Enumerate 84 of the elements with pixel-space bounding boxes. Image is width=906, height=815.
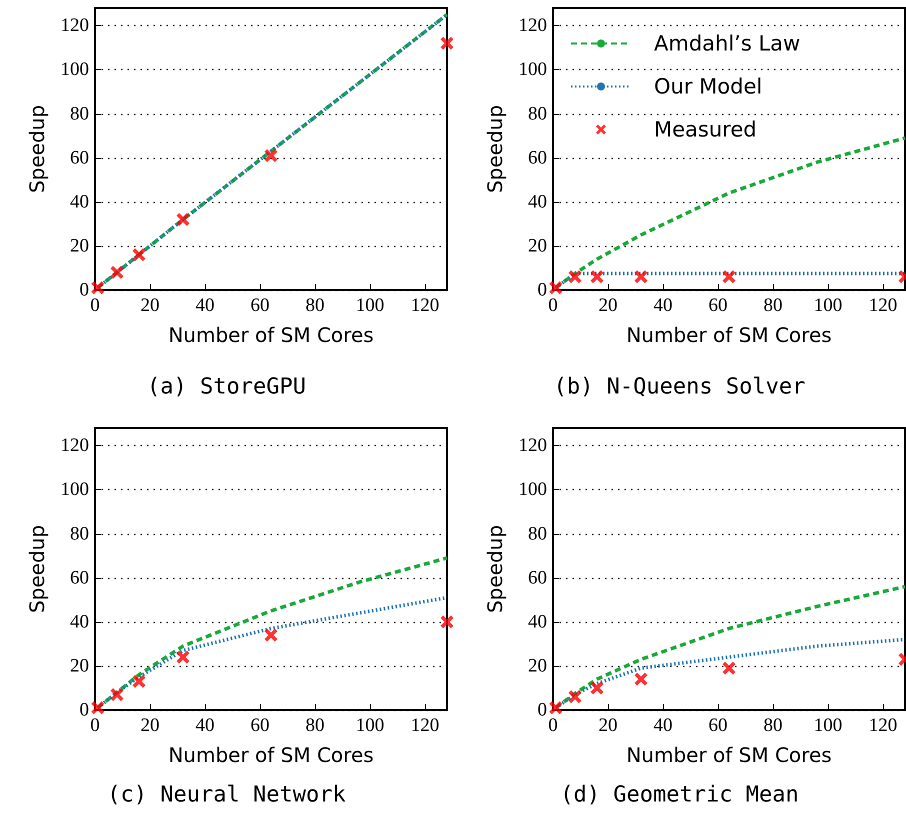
y-tick-label: 20 [528, 655, 547, 676]
x-tick-label: 100 [814, 715, 842, 736]
x-tick-label: 20 [140, 295, 160, 316]
y-tick-label: 120 [60, 15, 89, 36]
point [549, 701, 562, 714]
point [176, 213, 190, 226]
y-tick-label: 60 [528, 567, 547, 588]
y-tick-label: 100 [60, 59, 89, 80]
point [132, 248, 146, 262]
x-tick-label: 80 [306, 295, 324, 316]
x-axis-title: Number of SM Cores [168, 323, 374, 347]
text: (d) Geometric Mean [560, 782, 799, 808]
y-tick-label: 0 [538, 280, 547, 300]
y-tick-label: 40 [70, 611, 89, 632]
y-tick-label: 40 [70, 191, 89, 212]
point [110, 266, 124, 279]
y-tick-label: 0 [80, 700, 89, 720]
x-tick-label: 80 [764, 295, 782, 316]
x-axis-title: Number of SM Cores [626, 323, 832, 347]
x-tick-label: 40 [654, 295, 672, 316]
legend-label: Our Model [654, 74, 762, 98]
x-tick-label: 60 [708, 715, 728, 736]
y-tick-label: 80 [70, 103, 89, 124]
y-tick-label: 60 [528, 147, 547, 168]
point [590, 681, 604, 694]
point [91, 281, 104, 294]
x-axis-title: Number of SM Cores [168, 743, 374, 767]
y-tick-label: 0 [538, 700, 547, 720]
y-tick-label: 80 [70, 523, 89, 544]
point [264, 628, 278, 642]
text: (b) N-Queens Solver [554, 374, 806, 400]
x-tick-label: 40 [654, 715, 672, 736]
x-tick-label: 20 [598, 715, 618, 736]
x-tick-label: 120 [868, 295, 898, 316]
text: (a) StoreGPU [147, 374, 306, 400]
y-tick-label: 120 [518, 435, 547, 456]
y-tick-label: 120 [518, 15, 547, 36]
legend-label: Measured [654, 118, 757, 142]
x-tick-label: 60 [250, 715, 270, 736]
x-tick-label: 40 [196, 295, 214, 316]
y-tick-label: 20 [70, 655, 89, 676]
text: (c) Neural Network [107, 782, 346, 808]
x-tick-label: 60 [708, 295, 728, 316]
x-tick-label: 80 [764, 715, 782, 736]
y-tick-label: 120 [60, 435, 89, 456]
y-tick-label: 100 [60, 479, 89, 500]
y-tick-label: 40 [528, 611, 547, 632]
x-tick-label: 100 [814, 295, 842, 316]
point [440, 36, 453, 50]
point [91, 701, 104, 714]
y-tick-label: 80 [528, 523, 547, 544]
y-axis-title: Speedup [25, 524, 49, 614]
point [634, 672, 648, 686]
y-tick-label: 100 [518, 479, 547, 500]
x-tick-label: 120 [410, 295, 440, 316]
x-tick-label: 80 [306, 715, 324, 736]
point [176, 650, 190, 664]
y-tick-label: 100 [518, 59, 547, 80]
x-tick-label: 60 [250, 295, 270, 316]
x-tick-label: 20 [598, 295, 618, 316]
x-axis-title: Number of SM Cores [626, 743, 832, 767]
y-tick-label: 40 [528, 191, 547, 212]
point [132, 674, 146, 688]
y-tick-label: 0 [80, 280, 89, 300]
y-tick-label: 20 [70, 235, 89, 256]
y-axis-title: Speedup [483, 524, 507, 614]
y-axis-title: Speedup [25, 104, 49, 194]
x-tick-label: 100 [356, 295, 384, 316]
x-tick-label: 120 [868, 715, 898, 736]
point [110, 688, 124, 702]
x-tick-label: 20 [140, 715, 160, 736]
y-tick-label: 20 [528, 235, 547, 256]
y-tick-label: 60 [70, 147, 89, 168]
y-tick-label: 80 [528, 103, 547, 124]
y-tick-label: 60 [70, 567, 89, 588]
y-axis-title: Speedup [483, 104, 507, 194]
x-tick-label: 120 [410, 715, 440, 736]
point [264, 149, 278, 162]
x-tick-label: 40 [196, 715, 214, 736]
point [722, 662, 736, 675]
legend-label: Amdahl’s Law [654, 32, 800, 56]
x-tick-label: 100 [356, 715, 384, 736]
point [568, 690, 582, 704]
point [440, 615, 453, 628]
